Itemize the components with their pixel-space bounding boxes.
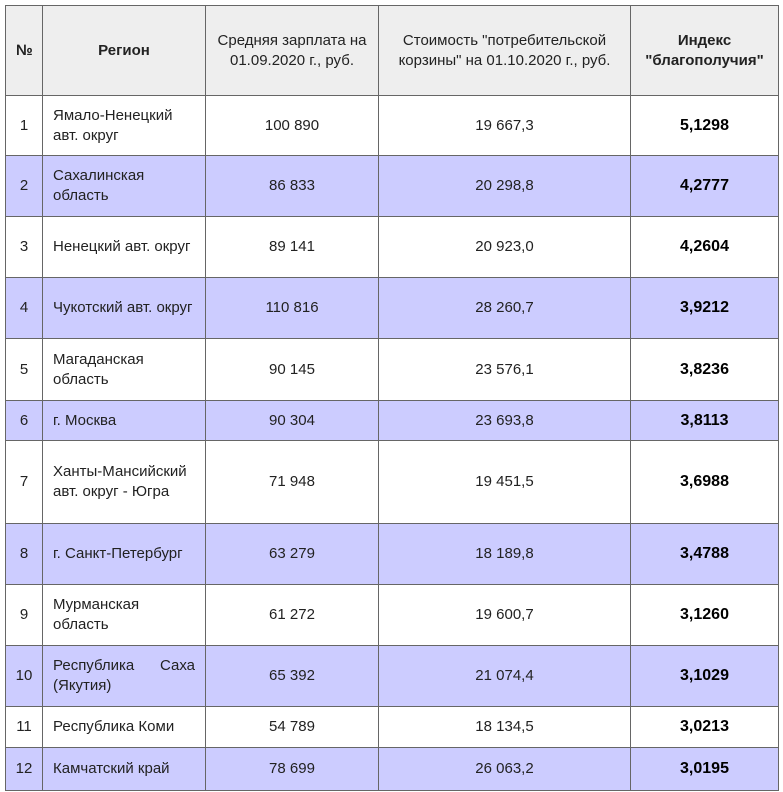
table-cell: Сахалинская область: [42, 155, 206, 217]
table-cell: Мурманская область: [42, 584, 206, 646]
table-row: 5 Магаданская область 90 145 23 576,1 3,8236: [5, 338, 779, 401]
table-cell: 10: [5, 645, 43, 707]
table-cell: 3,6988: [630, 440, 779, 524]
table-cell: 78 699: [205, 747, 379, 791]
table-cell: 86 833: [205, 155, 379, 217]
header-cell: Средняя зарплата на 01.09.2020 г., руб.: [205, 5, 379, 96]
table-row: 12 Камчатский край 78 699 26 063,2 3,0195: [5, 747, 779, 791]
table-cell: 28 260,7: [378, 277, 631, 339]
table-cell: Ненецкий авт. округ: [42, 216, 206, 278]
table-cell: 100 890: [205, 95, 379, 156]
header-cell: Регион: [42, 5, 206, 96]
table-cell: г. Санкт-Петербург: [42, 523, 206, 585]
table-cell: 3,8236: [630, 338, 779, 401]
table-row: 7 Ханты-Мансийский авт. округ - Югра 71 94…: [5, 440, 779, 524]
table-cell: 1: [5, 95, 43, 156]
table-cell: 3,0213: [630, 706, 779, 748]
table-row: 2 Сахалинская область 86 833 20 298,8 4,2777: [5, 155, 779, 217]
table-cell: 12: [5, 747, 43, 791]
table-body: 1 Ямало-Ненецкий авт. округ 100 890 19 667,…: [5, 95, 779, 791]
table-row: 1 Ямало-Ненецкий авт. округ 100 890 19 667,…: [5, 95, 779, 156]
table-cell: 20 923,0: [378, 216, 631, 278]
table-cell: 90 145: [205, 338, 379, 401]
table-row: 11 Республика Коми 54 789 18 134,5 3,0213: [5, 706, 779, 748]
table-row: 10 Республика Саха (Якутия) 65 392 21 074,4…: [5, 645, 779, 707]
table-cell: 110 816: [205, 277, 379, 339]
table-cell: 54 789: [205, 706, 379, 748]
table-cell: 9: [5, 584, 43, 646]
table-cell: 3,9212: [630, 277, 779, 339]
table-cell: Камчатский край: [42, 747, 206, 791]
table-cell: 71 948: [205, 440, 379, 524]
table-cell: Республика Коми: [42, 706, 206, 748]
table-cell: 4,2604: [630, 216, 779, 278]
table-cell: 8: [5, 523, 43, 585]
table-cell: 3,0195: [630, 747, 779, 791]
table-cell: 3,1260: [630, 584, 779, 646]
table-cell: 3: [5, 216, 43, 278]
table-cell: 23 576,1: [378, 338, 631, 401]
table-cell: Республика Саха (Якутия): [42, 645, 206, 707]
table-cell: Ханты-Мансийский авт. округ - Югра: [42, 440, 206, 524]
table-cell: 20 298,8: [378, 155, 631, 217]
table-cell: 6: [5, 400, 43, 441]
table-cell: 65 392: [205, 645, 379, 707]
table-cell: 26 063,2: [378, 747, 631, 791]
table-row: 4 Чукотский авт. округ 110 816 28 260,7 3,92…: [5, 277, 779, 339]
table-cell: 3,8113: [630, 400, 779, 441]
table-cell: Магаданская область: [42, 338, 206, 401]
table-cell: 63 279: [205, 523, 379, 585]
table-row: 9 Мурманская область 61 272 19 600,7 3,1260: [5, 584, 779, 646]
table-cell: 18 134,5: [378, 706, 631, 748]
table-cell: 61 272: [205, 584, 379, 646]
table-cell: 21 074,4: [378, 645, 631, 707]
table-cell: 89 141: [205, 216, 379, 278]
header-row: № Регион Средняя зарплата на 01.09.2020 …: [5, 5, 779, 96]
table-cell: 19 600,7: [378, 584, 631, 646]
header-cell: Индекс "благополучия": [630, 5, 779, 96]
header-cell: Стоимость "потребительской корзины" на 0…: [378, 5, 631, 96]
table-cell: 4,2777: [630, 155, 779, 217]
table-cell: 19 451,5: [378, 440, 631, 524]
table-cell: 7: [5, 440, 43, 524]
table-cell: 5: [5, 338, 43, 401]
header-cell: №: [5, 5, 43, 96]
table-cell: 3,1029: [630, 645, 779, 707]
table-cell: 90 304: [205, 400, 379, 441]
table-cell: 23 693,8: [378, 400, 631, 441]
table-cell: 5,1298: [630, 95, 779, 156]
table-row: 3 Ненецкий авт. округ 89 141 20 923,0 4,2604: [5, 216, 779, 278]
table-row: 6 г. Москва 90 304 23 693,8 3,8113: [5, 400, 779, 441]
table-cell: 2: [5, 155, 43, 217]
table-cell: г. Москва: [42, 400, 206, 441]
table-cell: 11: [5, 706, 43, 748]
table-cell: 18 189,8: [378, 523, 631, 585]
table-cell: 19 667,3: [378, 95, 631, 156]
table-cell: Ямало-Ненецкий авт. округ: [42, 95, 206, 156]
table-row: 8 г. Санкт-Петербург 63 279 18 189,8 3,4788: [5, 523, 779, 585]
data-table: № Регион Средняя зарплата на 01.09.2020 …: [5, 5, 779, 791]
table-cell: Чукотский авт. округ: [42, 277, 206, 339]
table-cell: 4: [5, 277, 43, 339]
table-cell: 3,4788: [630, 523, 779, 585]
